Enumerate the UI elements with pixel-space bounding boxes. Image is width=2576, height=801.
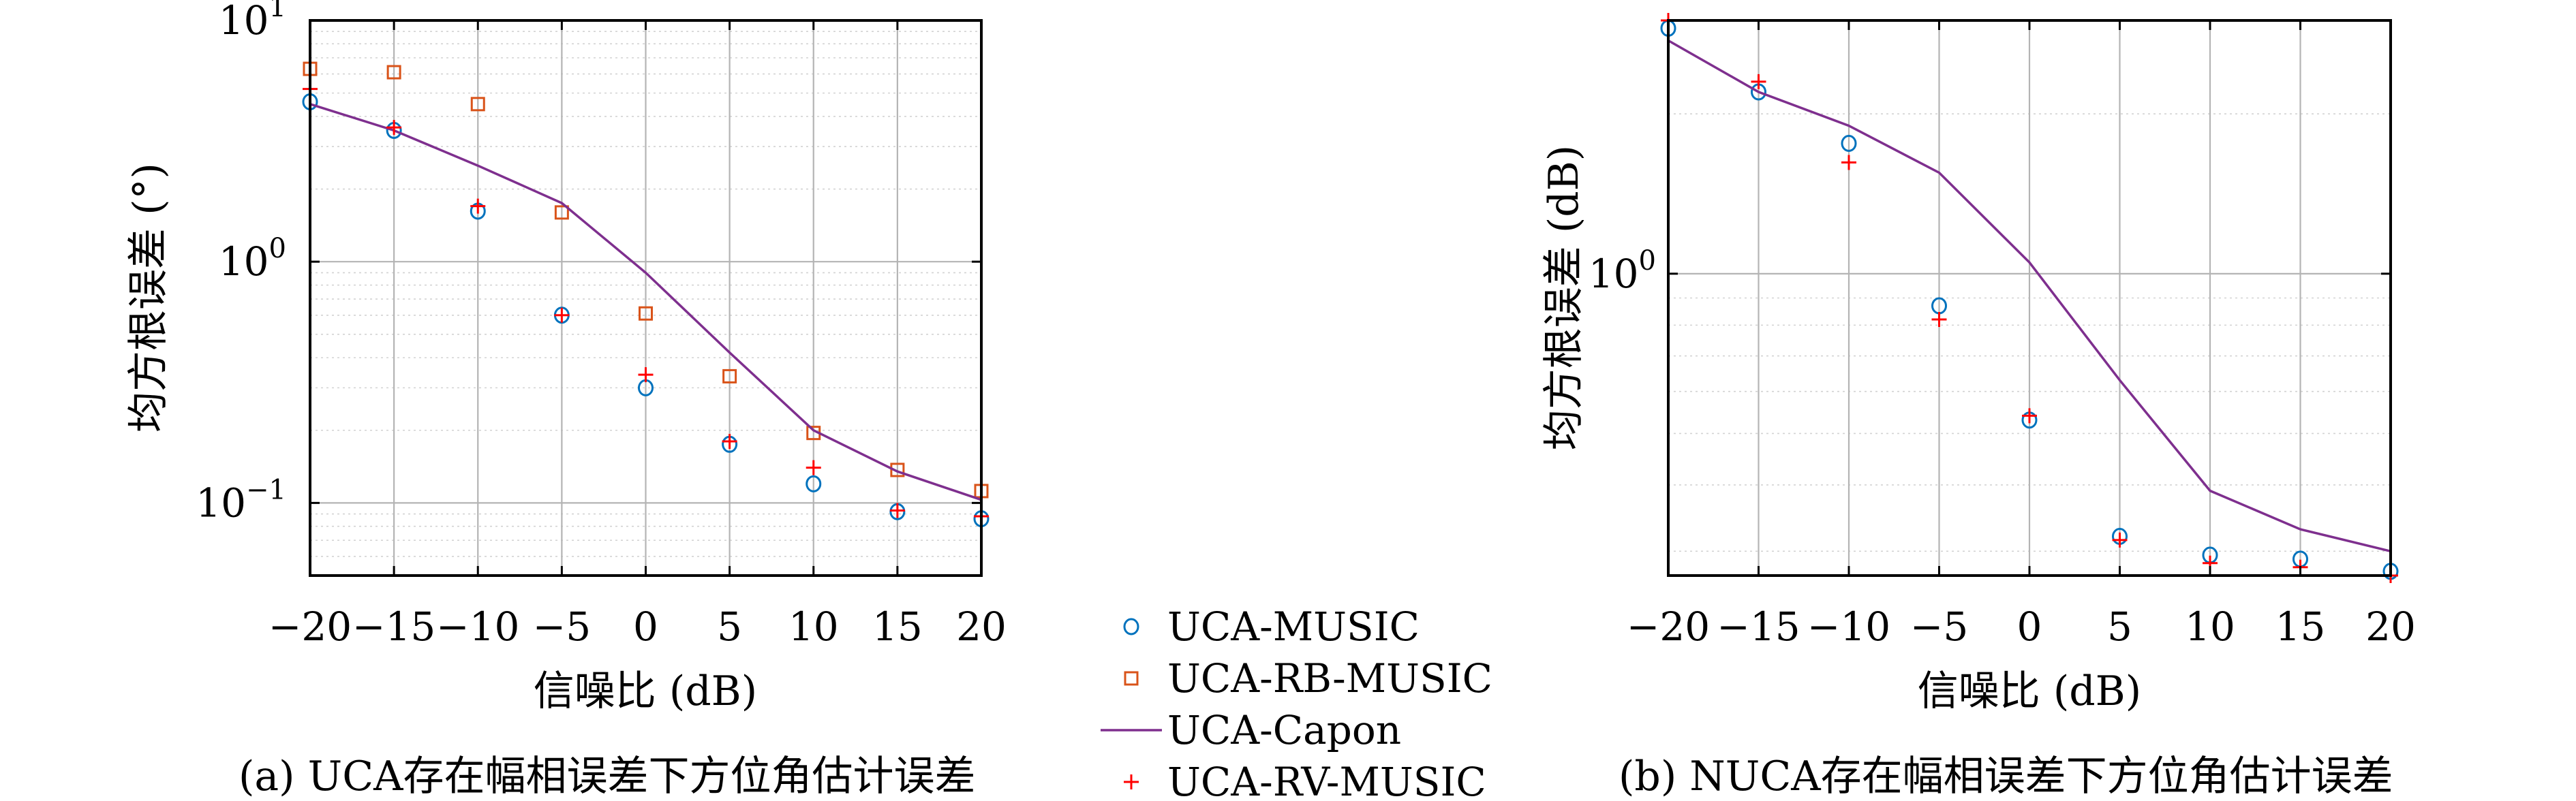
point-uca-rb-music bbox=[890, 462, 905, 477]
panel-b-y-axis-label: 均方根误差 (dB) bbox=[1540, 145, 1588, 450]
x-tick-label: 0 bbox=[2017, 603, 2042, 650]
point-uca-rv-music bbox=[470, 198, 486, 214]
point-uca-rv-music bbox=[638, 367, 654, 383]
panel-b-caption: (b) NUCA存在幅相误差下方位角估计误差 bbox=[1619, 753, 2393, 800]
legend-label: UCA-RV-MUSIC bbox=[1167, 759, 1486, 801]
panel-a-x-ticks: −20 −15 −10 −5 0 5 10 15 20 bbox=[269, 20, 1007, 650]
x-tick-label: 5 bbox=[2107, 603, 2132, 650]
x-tick-label: 15 bbox=[2275, 603, 2326, 650]
point-uca-rv-music bbox=[722, 433, 737, 449]
point-uca-rb-music bbox=[722, 368, 737, 383]
point-uca-rv-music bbox=[554, 307, 570, 323]
x-tick-label: −10 bbox=[1807, 603, 1890, 650]
x-tick-label: 10 bbox=[2185, 603, 2235, 650]
point-uca-rb-music bbox=[470, 97, 485, 112]
point-uca-rv-music bbox=[889, 503, 905, 518]
x-tick-label: −5 bbox=[533, 603, 592, 650]
y-tick-label: 10−1 bbox=[196, 474, 286, 526]
x-tick-label: 5 bbox=[717, 603, 742, 650]
y-tick-label: 101 bbox=[219, 0, 286, 44]
point-uca-rv-music bbox=[386, 120, 402, 136]
panel-b: −20 −15 −10 −5 0 5 10 15 20 100 信噪比 (dB) 均方根误差 (… bbox=[1540, 13, 2416, 800]
legend-marker-uca-rv-music bbox=[1124, 774, 1139, 789]
panel-b-x-axis-label: 信噪比 (dB) bbox=[1918, 668, 2141, 715]
point-uca-music bbox=[1841, 135, 1857, 153]
x-tick-label: 0 bbox=[633, 603, 658, 650]
series-line-uca-capon bbox=[1668, 39, 2391, 553]
y-tick-label: 100 bbox=[219, 233, 286, 285]
legend-marker-uca-music bbox=[1123, 618, 1139, 635]
panel-a-grid bbox=[310, 20, 981, 576]
point-uca-rb-music bbox=[386, 65, 401, 80]
x-tick-label: −15 bbox=[1717, 603, 1800, 650]
x-tick-label: −20 bbox=[1627, 603, 1710, 650]
point-uca-rv-music bbox=[1931, 312, 1947, 328]
point-uca-rv-music bbox=[2112, 532, 2128, 548]
x-tick-label: 15 bbox=[872, 603, 923, 650]
point-uca-rb-music bbox=[554, 205, 569, 220]
panel-a-series bbox=[302, 61, 990, 528]
x-tick-label: −15 bbox=[352, 603, 435, 650]
x-tick-label: −10 bbox=[436, 603, 519, 650]
panel-a-x-axis-label: 信噪比 (dB) bbox=[534, 668, 757, 715]
legend-marker-uca-rb-music bbox=[1124, 671, 1139, 686]
x-tick-label: −5 bbox=[1910, 603, 1969, 650]
series-line-uca-capon bbox=[309, 103, 982, 501]
panel-a-y-axis-label: 均方根误差 (°) bbox=[125, 163, 172, 433]
x-tick-label: 10 bbox=[788, 603, 839, 650]
panel-a-y-ticks: 10−1 100 101 bbox=[196, 0, 981, 526]
x-tick-label: 20 bbox=[956, 603, 1007, 650]
x-tick-label: 20 bbox=[2365, 603, 2416, 650]
panel-b-grid bbox=[1668, 20, 2391, 576]
legend-label: UCA-RB-MUSIC bbox=[1167, 655, 1492, 702]
point-uca-rv-music bbox=[1841, 155, 1856, 170]
y-tick-label: 100 bbox=[1589, 245, 1656, 297]
point-uca-music bbox=[806, 475, 822, 492]
x-tick-label: −20 bbox=[269, 603, 352, 650]
panel-b-x-ticks: −20 −15 −10 −5 0 5 10 15 20 bbox=[1627, 20, 2416, 650]
point-uca-rv-music bbox=[2022, 408, 2037, 424]
panel-b-y-ticks: 100 bbox=[1589, 245, 2391, 297]
point-uca-rv-music bbox=[1751, 74, 1766, 89]
point-uca-rb-music bbox=[639, 306, 653, 321]
legend-label: UCA-MUSIC bbox=[1167, 603, 1420, 650]
panel-a-caption: (a) UCA存在幅相误差下方位角估计误差 bbox=[239, 753, 975, 800]
legend: UCA-MUSIC UCA-RB-MUSIC UCA-Capon UCA-RV-MUS… bbox=[1101, 603, 1492, 801]
point-uca-rv-music bbox=[806, 460, 821, 475]
legend-label: UCA-Capon bbox=[1167, 707, 1401, 753]
